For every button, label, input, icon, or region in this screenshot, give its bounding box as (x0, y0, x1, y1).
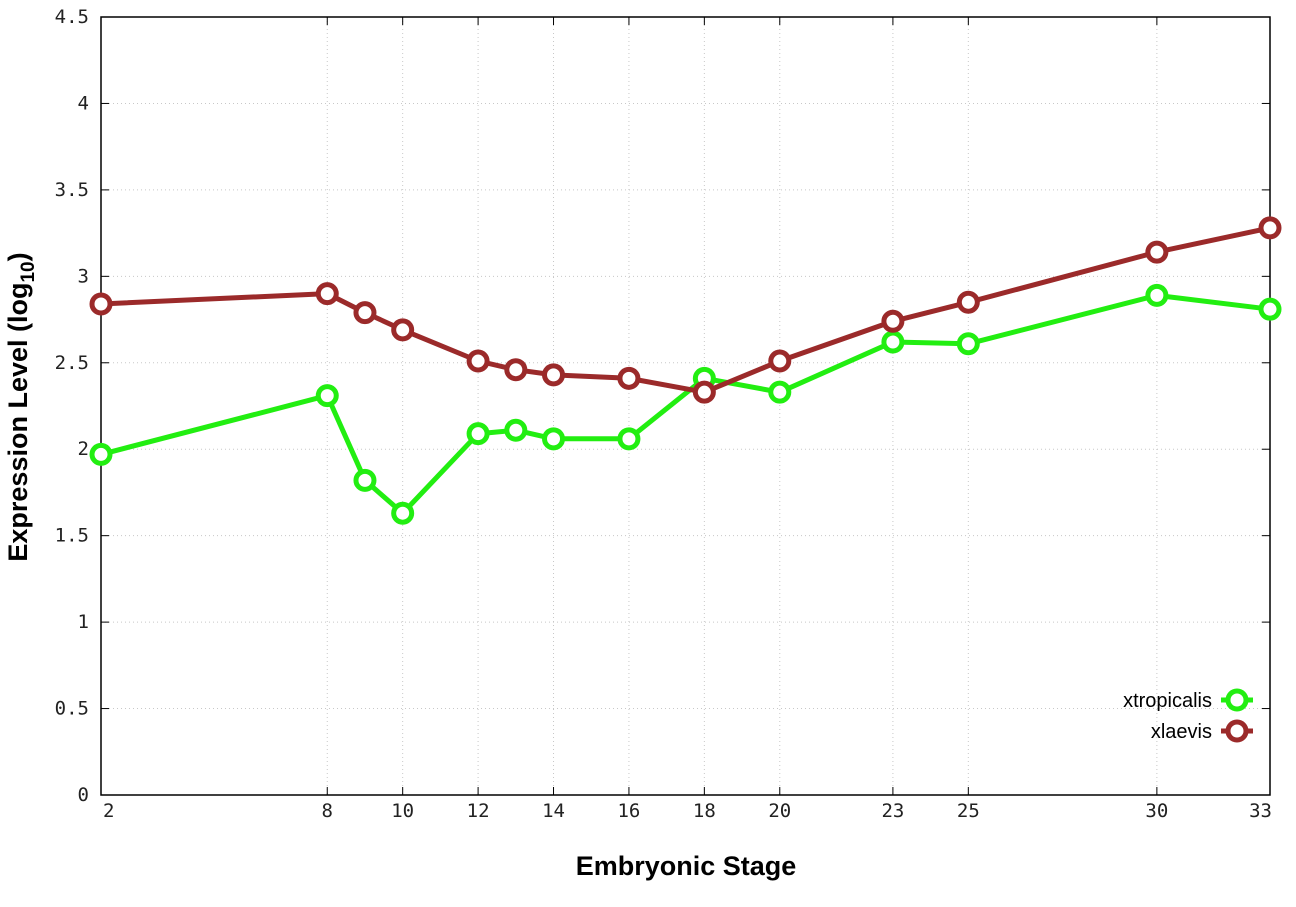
y-tick-label: 0.5 (55, 698, 89, 720)
y-tick-label: 4 (78, 92, 89, 114)
data-point-xlaevis (315, 282, 339, 306)
y-tick-label: 1 (78, 611, 89, 633)
data-point-xtropicalis (1145, 283, 1169, 307)
x-tick-label: 14 (542, 800, 565, 822)
data-point-xtropicalis (956, 332, 980, 356)
y-tick-label: 2 (78, 438, 89, 460)
data-point-xtropicalis (1258, 297, 1282, 321)
data-point-xlaevis (542, 363, 566, 387)
x-tick-label: 12 (467, 800, 490, 822)
data-point-xlaevis (1258, 216, 1282, 240)
data-point-xtropicalis (768, 380, 792, 404)
data-point-xtropicalis (353, 468, 377, 492)
series-line-xtropicalis (100, 292, 1271, 516)
data-point-xtropicalis (542, 427, 566, 451)
data-point-xlaevis (1145, 240, 1169, 264)
x-tick-label: 8 (322, 800, 333, 822)
legend-label-xtropicalis: xtropicalis (1123, 690, 1212, 712)
plot-area-frame (100, 16, 1271, 796)
data-point-xtropicalis (391, 501, 415, 525)
axis-ticks: 0 0.5 1 1.5 2 2.5 3 3.5 4 4.5 2 8 10 12 14 16 18 20 23 25 30… (55, 6, 1272, 822)
data-point-xlaevis (353, 301, 377, 325)
data-point-xlaevis (692, 380, 716, 404)
x-tick-label: 16 (617, 800, 640, 822)
data-point-xtropicalis (617, 427, 641, 451)
y-tick-label: 3 (78, 265, 89, 287)
data-point-xtropicalis (89, 442, 113, 466)
x-tick-label: 10 (391, 800, 414, 822)
data-point-xlaevis (956, 290, 980, 314)
x-tick-label: 18 (693, 800, 716, 822)
grid-lines (101, 17, 1270, 795)
y-tick-label: 2.5 (55, 352, 89, 374)
data-point-xlaevis (768, 349, 792, 373)
x-axis-title: Embryonic Stage (576, 851, 797, 881)
y-tick-label: 0 (78, 784, 89, 806)
data-point-xtropicalis (504, 418, 528, 442)
x-tick-label: 25 (957, 800, 980, 822)
series-xtropicalis (89, 283, 1282, 525)
y-axis-title-main: Expression Level (log (3, 283, 33, 562)
legend-swatch-marker-xlaevis (1225, 719, 1249, 743)
data-point-xlaevis (504, 358, 528, 382)
data-point-xtropicalis (315, 384, 339, 408)
y-tick-label: 1.5 (55, 525, 89, 547)
x-tick-label: 30 (1145, 800, 1168, 822)
series-xlaevis (89, 216, 1282, 404)
legend: xtropicalis xlaevis (1123, 688, 1253, 743)
data-point-xlaevis (617, 366, 641, 390)
data-point-xlaevis (89, 292, 113, 316)
y-axis-title: Expression Level (log10) (3, 252, 39, 561)
legend-label-xlaevis: xlaevis (1151, 721, 1212, 743)
data-point-xtropicalis (881, 330, 905, 354)
y-axis-title-suffix: ) (3, 252, 33, 261)
data-point-xlaevis (391, 318, 415, 342)
data-series (89, 216, 1282, 525)
data-point-xtropicalis (466, 422, 490, 446)
x-tick-label: 23 (881, 800, 904, 822)
legend-swatch-marker-xtropicalis (1225, 688, 1249, 712)
data-point-xlaevis (881, 309, 905, 333)
y-tick-label: 4.5 (55, 6, 89, 28)
x-tick-label: 33 (1249, 800, 1272, 822)
y-tick-label: 3.5 (55, 179, 89, 201)
x-tick-label: 2 (103, 800, 114, 822)
y-axis-title-subscript: 10 (18, 261, 39, 282)
data-point-xlaevis (466, 349, 490, 373)
x-tick-label: 20 (768, 800, 791, 822)
